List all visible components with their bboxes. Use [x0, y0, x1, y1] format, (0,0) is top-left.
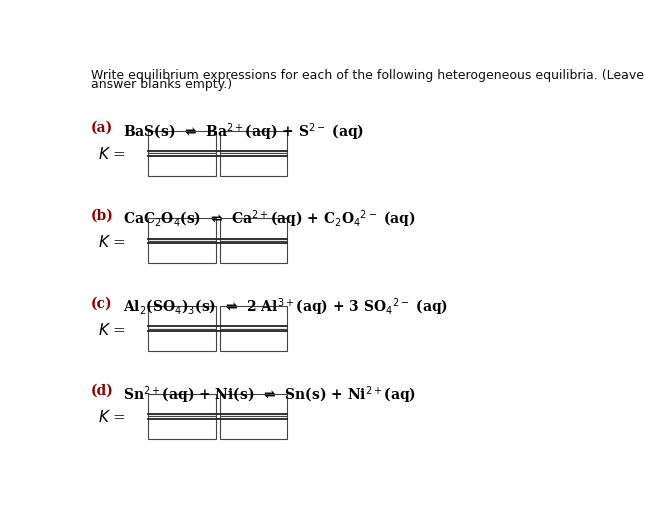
Bar — [148, 417, 215, 439]
Text: Sn$^{2+}$(aq) + Ni(s)  ⇌  Sn(s) + Ni$^{2+}$(aq): Sn$^{2+}$(aq) + Ni(s) ⇌ Sn(s) + Ni$^{2+}… — [123, 383, 416, 405]
Bar — [148, 219, 215, 241]
Bar — [148, 154, 215, 176]
Text: (b): (b) — [90, 209, 114, 222]
Text: (d): (d) — [90, 383, 114, 397]
Bar — [148, 131, 215, 154]
Text: Write equilibrium expressions for each of the following heterogeneous equilibria: Write equilibrium expressions for each o… — [90, 68, 645, 81]
Text: answer blanks empty.): answer blanks empty.) — [90, 78, 232, 91]
Bar — [219, 307, 287, 329]
Bar — [148, 241, 215, 264]
Text: $K$ =: $K$ = — [97, 321, 126, 337]
Text: BaS(s)  ⇌  Ba$^{2+}$(aq) + S$^{2-}$ (aq): BaS(s) ⇌ Ba$^{2+}$(aq) + S$^{2-}$ (aq) — [123, 121, 364, 142]
Bar — [219, 219, 287, 241]
Bar — [148, 329, 215, 351]
Text: CaC$_2$O$_4$(s)  ⇌  Ca$^{2+}$(aq) + C$_2$O$_4$$^{2-}$ (aq): CaC$_2$O$_4$(s) ⇌ Ca$^{2+}$(aq) + C$_2$O… — [123, 209, 416, 230]
Bar — [219, 417, 287, 439]
Text: $K$ =: $K$ = — [97, 409, 126, 424]
Bar — [148, 307, 215, 329]
Bar — [219, 131, 287, 154]
Text: Al$_2$(SO$_4$)$_3$(s)  ⇌  2 Al$^{3+}$(aq) + 3 SO$_4$$^{2-}$ (aq): Al$_2$(SO$_4$)$_3$(s) ⇌ 2 Al$^{3+}$(aq) … — [123, 296, 448, 318]
Text: $K$ =: $K$ = — [97, 146, 126, 162]
Bar — [219, 329, 287, 351]
Bar — [219, 154, 287, 176]
Bar — [148, 394, 215, 417]
Bar — [219, 241, 287, 264]
Text: (a): (a) — [90, 121, 113, 135]
Text: $K$ =: $K$ = — [97, 233, 126, 249]
Text: (c): (c) — [90, 296, 112, 310]
Bar — [219, 394, 287, 417]
